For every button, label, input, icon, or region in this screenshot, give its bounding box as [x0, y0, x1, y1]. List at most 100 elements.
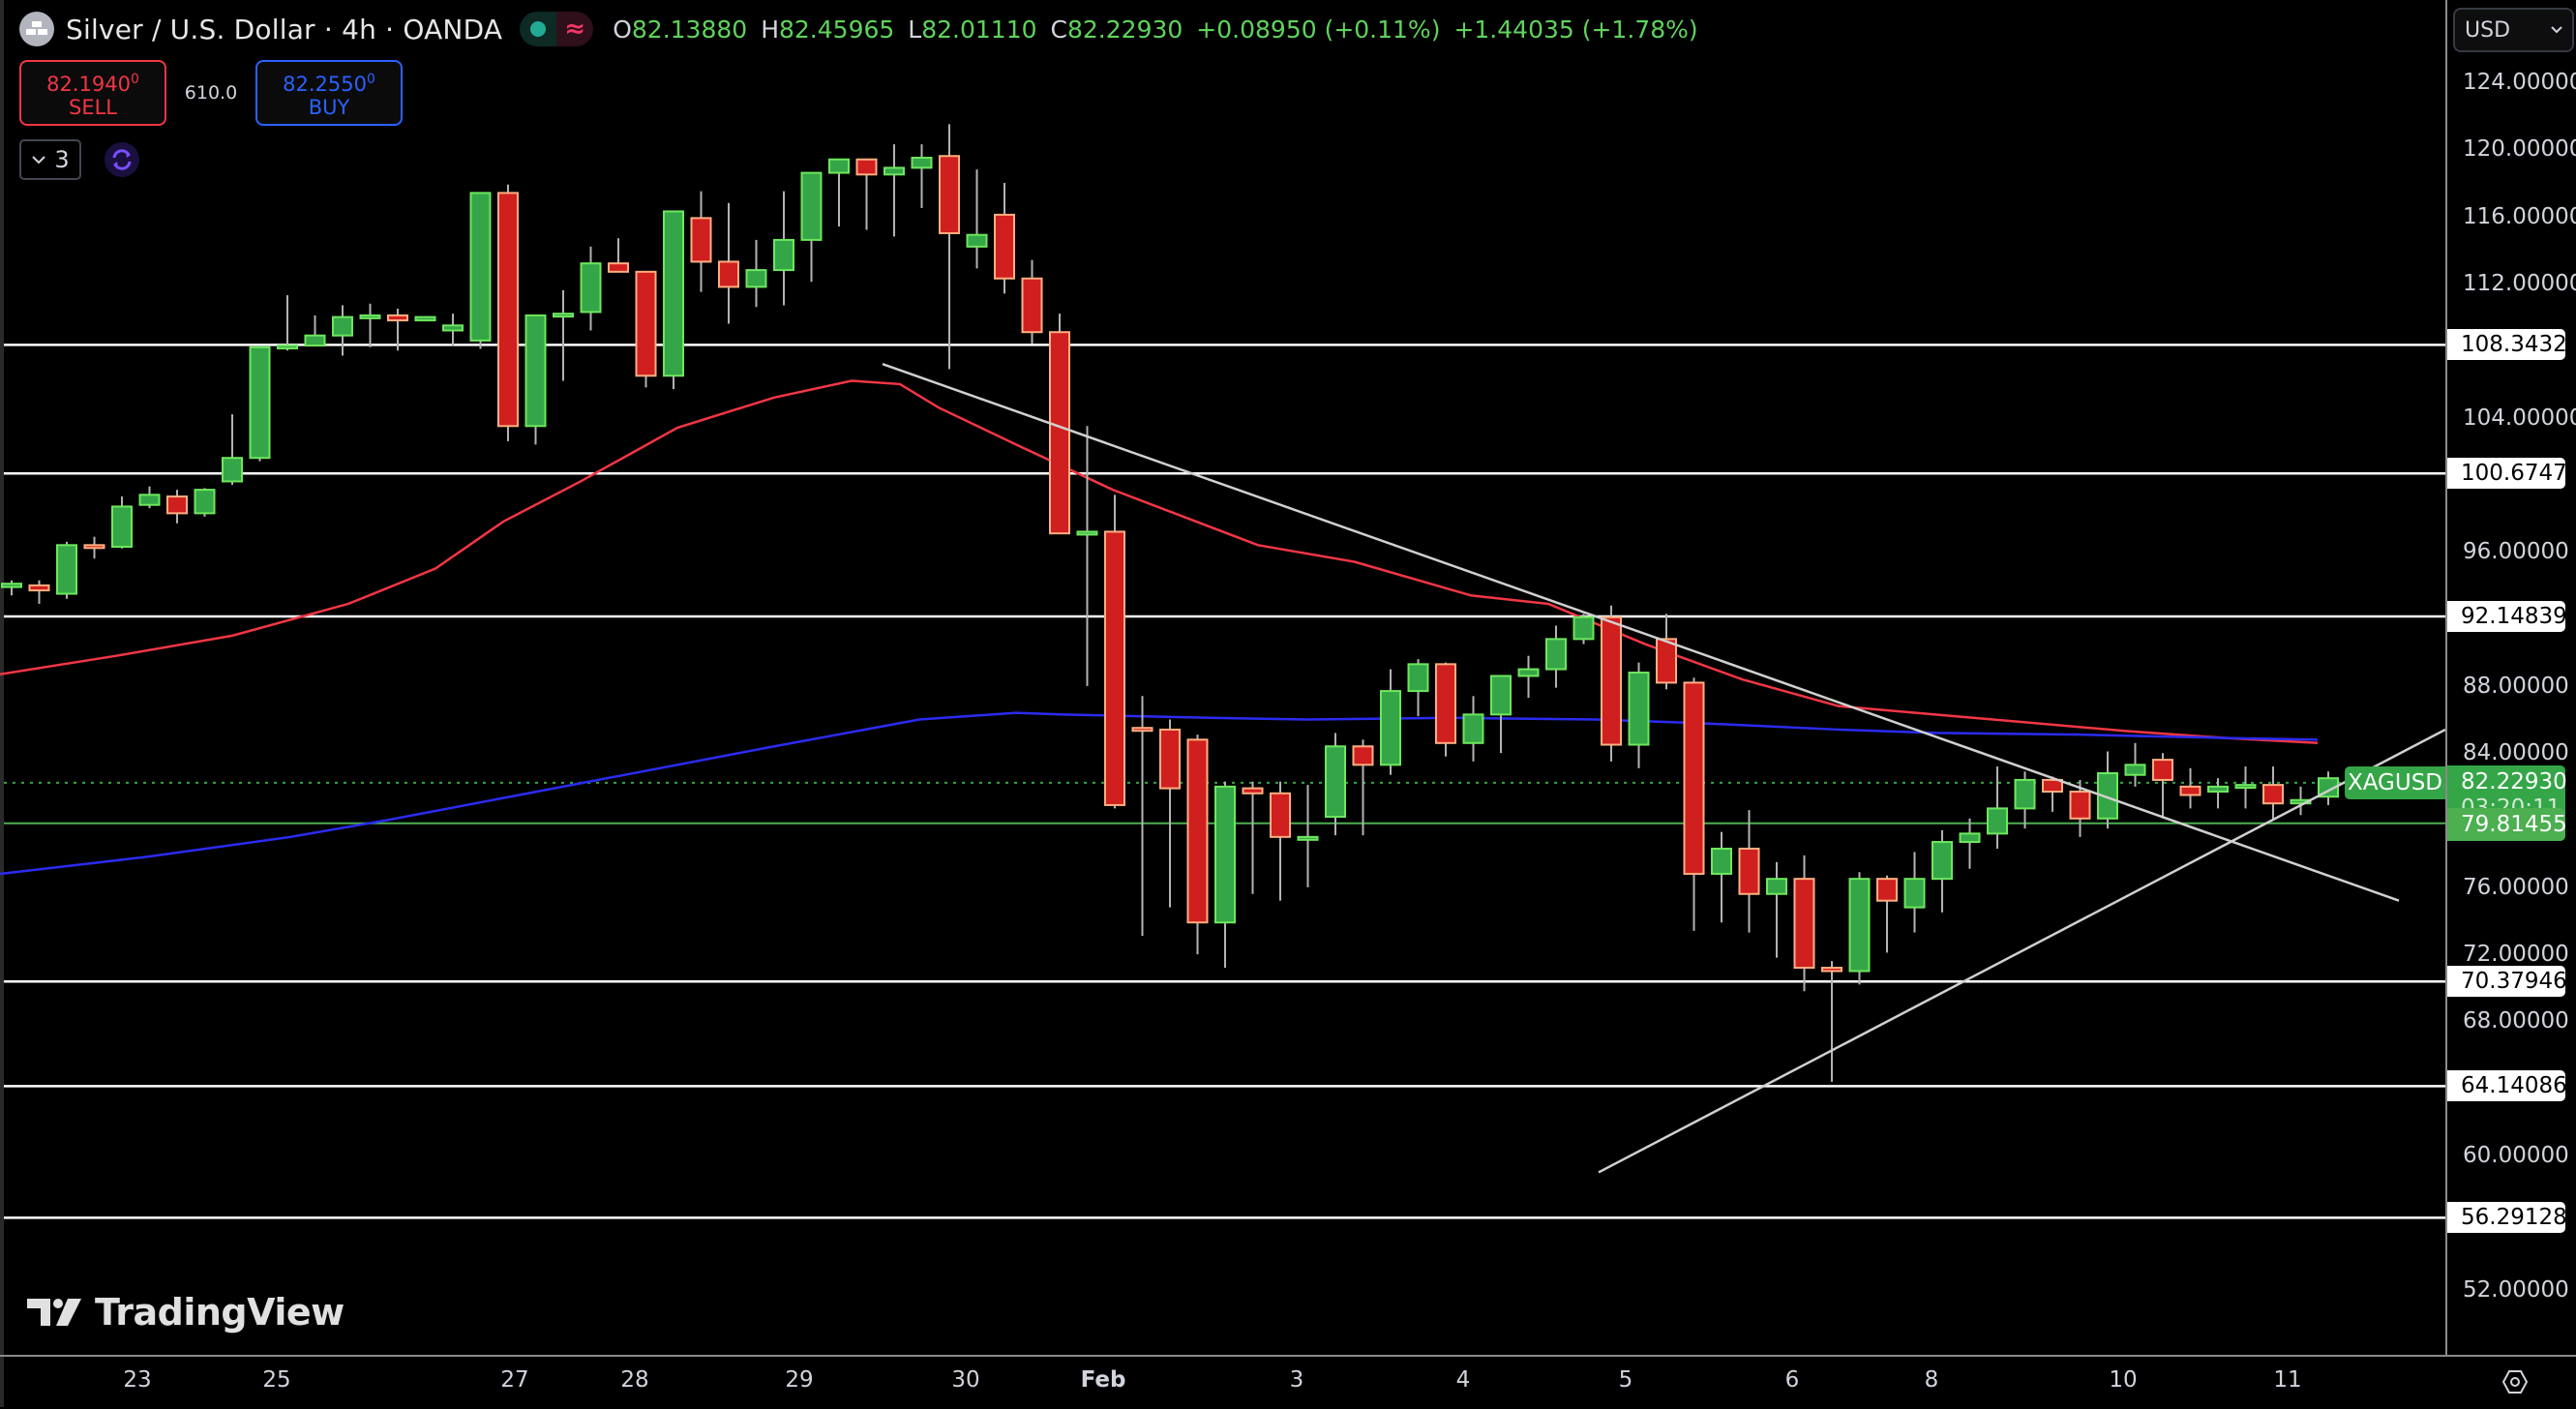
candle-down [28, 584, 50, 592]
level-price-label: 108.34326 [2447, 329, 2576, 361]
green-dot-icon [530, 21, 547, 37]
candle-up [249, 345, 271, 460]
time-tick: 29 [785, 1367, 814, 1393]
candle-up [111, 505, 133, 549]
candle-up [884, 166, 905, 176]
candle-up [304, 334, 326, 347]
candle-up [1297, 835, 1319, 841]
candle-up [1903, 878, 1926, 909]
time-axis[interactable] [0, 1355, 2576, 1409]
candle-down [166, 495, 188, 515]
candle-down [1352, 745, 1374, 766]
price-axis[interactable] [2445, 0, 2576, 1355]
candle-up [2234, 784, 2257, 790]
price-tick: 52.00000 [2463, 1276, 2569, 1303]
time-tick: 25 [262, 1367, 291, 1393]
candle-up [1987, 807, 2008, 835]
chart-canvas[interactable] [0, 0, 2445, 1355]
candle-up [138, 494, 161, 506]
candle-up [414, 315, 436, 322]
candle-up [911, 156, 933, 169]
price-tick: 60.00000 [2463, 1143, 2569, 1169]
symbol-title[interactable]: Silver / U.S. Dollar · 4h · OANDA [66, 13, 503, 45]
candle-up [1325, 745, 1346, 819]
candle-down [608, 262, 629, 273]
candle-down [1821, 967, 1842, 973]
market-status[interactable]: ≈ [520, 12, 594, 46]
price-tick: 84.00000 [2463, 740, 2569, 766]
candle-down [2152, 759, 2173, 781]
candle-down [718, 260, 739, 288]
candle-up [194, 489, 216, 515]
candle-down [690, 217, 712, 263]
price-tick: 68.00000 [2463, 1008, 2569, 1034]
candle-down [939, 155, 960, 234]
left-border [0, 0, 4, 1407]
currency-dropdown[interactable]: USD [2453, 8, 2574, 52]
time-tick: 3 [1289, 1367, 1304, 1393]
indicator-controls: 3 [19, 139, 139, 180]
change-value-2: +1.44035 (+1.78%) [1453, 15, 1698, 44]
symbol-legend: Silver / U.S. Dollar · 4h · OANDA ≈ O82.… [19, 8, 1698, 50]
support-level-label: 79.81455 [2447, 807, 2567, 841]
candle-up [277, 345, 298, 350]
moving-average-line [0, 379, 2319, 745]
candle-down [1656, 638, 1677, 684]
candle-down [1270, 792, 1291, 838]
candle-down [1049, 331, 1070, 535]
candle-down [1793, 878, 1815, 970]
tradingview-logo-icon [27, 1299, 81, 1326]
candle-up [966, 233, 988, 248]
candle-up [1959, 832, 1981, 844]
price-tick: 112.00000 [2463, 270, 2576, 296]
candle-down [1021, 277, 1043, 334]
time-tick: 27 [500, 1367, 529, 1393]
candle-up [469, 192, 492, 342]
candle-up [222, 457, 243, 483]
buy-button[interactable]: 82.25500 BUY [255, 60, 403, 126]
candle-down [2069, 791, 2091, 820]
time-tick: 11 [2273, 1367, 2302, 1393]
candle-down [1683, 681, 1705, 875]
price-tick: 72.00000 [2463, 942, 2569, 968]
candle-down [994, 213, 1015, 280]
candle-up [2124, 764, 2146, 776]
candle-up [1407, 663, 1429, 693]
time-tick: 5 [1618, 1367, 1633, 1393]
chevron-down-icon [32, 156, 46, 165]
symbol-price-tag: XAGUSD [2345, 765, 2445, 799]
candle-up [524, 314, 547, 428]
candle-down [1104, 530, 1125, 806]
change-value: +0.08950 (+0.11%) [1196, 15, 1441, 44]
candle-up [442, 324, 464, 332]
price-tick: 76.00000 [2463, 874, 2569, 900]
candle-up [663, 210, 684, 377]
candle-up [1628, 672, 1650, 746]
time-tick: 6 [1784, 1367, 1800, 1393]
wave-icon: ≈ [556, 12, 594, 46]
time-tick: 10 [2109, 1367, 2138, 1393]
price-tick: 124.00000 [2463, 70, 2576, 95]
time-tick: 30 [951, 1367, 980, 1393]
candle-up [1490, 675, 1512, 716]
candle-up [1573, 615, 1595, 641]
moving-average-line [0, 711, 2319, 876]
candle-up [1711, 847, 1732, 875]
close-value: 82.22930 [1067, 15, 1183, 44]
chevron-down-icon [2551, 26, 2562, 34]
trendline [1598, 728, 2445, 1174]
sell-button[interactable]: 82.19400 SELL [19, 60, 166, 126]
candle-down [1738, 847, 1760, 895]
candle-up [580, 262, 602, 314]
candle-up [1848, 878, 1871, 973]
candle-down [1435, 663, 1456, 744]
high-value: 82.45965 [779, 15, 895, 44]
trendline [882, 362, 2400, 902]
sync-icon[interactable] [105, 142, 139, 177]
settings-hexagon-icon[interactable] [2501, 1368, 2529, 1395]
candle-up [745, 269, 767, 288]
candle-up [1214, 785, 1236, 924]
low-value: 82.01110 [921, 15, 1037, 44]
collapse-indicators-button[interactable]: 3 [19, 139, 81, 180]
candle-up [1380, 690, 1401, 766]
